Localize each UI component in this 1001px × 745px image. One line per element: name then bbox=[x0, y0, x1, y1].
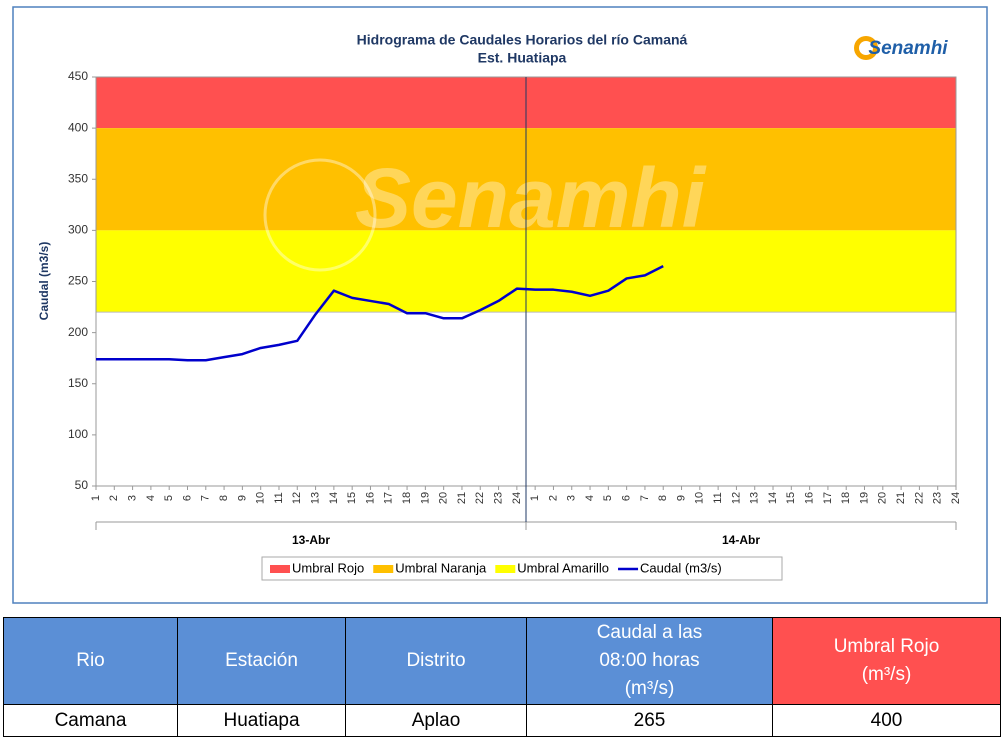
legend-swatch bbox=[270, 565, 290, 573]
x-tick-label: 21 bbox=[456, 492, 468, 504]
x-tick-label: 20 bbox=[877, 492, 889, 504]
data-row: Camana Huatiapa Aplao 265 400 bbox=[3, 704, 1001, 737]
x-tick-label: 14 bbox=[767, 492, 779, 504]
x-tick-label: 12 bbox=[730, 492, 742, 504]
header-cell: Estación bbox=[177, 617, 346, 705]
y-tick-label: 50 bbox=[75, 478, 89, 492]
data-cell: 265 bbox=[526, 704, 773, 737]
legend-swatch bbox=[495, 565, 516, 573]
legend-label: Umbral Naranja bbox=[395, 560, 487, 575]
x-tick-label: 21 bbox=[895, 492, 907, 504]
y-tick-label: 250 bbox=[68, 274, 88, 288]
data-cell: Huatiapa bbox=[177, 704, 346, 737]
x-tick-label: 22 bbox=[913, 492, 925, 504]
y-tick-label: 100 bbox=[68, 427, 88, 441]
y-axis-title: Caudal (m3/s) bbox=[37, 242, 51, 321]
x-tick-label: 12 bbox=[291, 492, 303, 504]
x-tick-label: 11 bbox=[273, 492, 285, 503]
x-tick-label: 8 bbox=[218, 495, 230, 501]
header-cell: Rio bbox=[3, 617, 178, 705]
x-tick-label: 17 bbox=[822, 492, 834, 504]
x-tick-label: 6 bbox=[621, 495, 633, 501]
x-tick-label: 9 bbox=[675, 495, 687, 501]
x-tick-label: 15 bbox=[785, 492, 797, 504]
header-cell: Distrito bbox=[345, 617, 527, 705]
x-tick-label: 5 bbox=[602, 495, 614, 501]
x-tick-label: 2 bbox=[108, 495, 120, 501]
x-tick-label: 9 bbox=[236, 495, 248, 501]
x-tick-label: 18 bbox=[840, 492, 852, 504]
x-tick-label: 3 bbox=[127, 495, 139, 501]
x-tick-label: 7 bbox=[200, 495, 212, 501]
x-tick-label: 1 bbox=[90, 495, 102, 501]
x-tick-label: 16 bbox=[364, 492, 376, 504]
x-tick-label: 5 bbox=[163, 495, 175, 501]
y-tick-label: 300 bbox=[68, 223, 88, 237]
header-cell: Umbral Rojo (m³/s) bbox=[772, 617, 1001, 705]
group-label: 13-Abr bbox=[292, 533, 330, 547]
watermark: Senamhi bbox=[355, 151, 707, 245]
logo-text: Senamhi bbox=[868, 38, 948, 59]
x-tick-label: 23 bbox=[932, 492, 944, 504]
x-tick-label: 4 bbox=[584, 495, 596, 501]
data-cell: Aplao bbox=[345, 704, 527, 737]
x-tick-label: 8 bbox=[657, 495, 669, 501]
y-tick-label: 350 bbox=[68, 171, 88, 185]
x-tick-label: 23 bbox=[492, 492, 504, 504]
chart: Hidrograma de Caudales Horarios del río … bbox=[12, 6, 988, 604]
x-tick-label: 19 bbox=[419, 492, 431, 504]
x-tick-label: 10 bbox=[694, 492, 706, 504]
legend-swatch bbox=[373, 565, 394, 573]
header-row: Rio Estación Distrito Caudal a las 08:00 ho… bbox=[3, 617, 1001, 705]
x-tick-label: 22 bbox=[474, 492, 486, 504]
y-tick-label: 200 bbox=[68, 325, 88, 339]
y-tick-label: 150 bbox=[68, 376, 88, 390]
y-tick-label: 400 bbox=[68, 120, 88, 134]
x-tick-label: 4 bbox=[145, 495, 157, 501]
chart-title: Hidrograma de Caudales Horarios del río … bbox=[357, 32, 688, 48]
header-cell: Caudal a las 08:00 horas (m³/s) bbox=[526, 617, 773, 705]
x-tick-label: 6 bbox=[181, 495, 193, 501]
x-tick-label: 13 bbox=[749, 492, 761, 504]
x-tick-label: 14 bbox=[328, 492, 340, 504]
x-tick-label: 15 bbox=[346, 492, 358, 504]
logo-sun bbox=[854, 36, 878, 60]
x-tick-label: 7 bbox=[639, 495, 651, 501]
watermark-sun bbox=[263, 158, 377, 272]
y-tick-label: 450 bbox=[68, 69, 88, 83]
x-tick-label: 10 bbox=[255, 492, 267, 504]
x-tick-label: 3 bbox=[566, 495, 578, 501]
chart-subtitle: Est. Huatiapa bbox=[478, 50, 567, 66]
data-cell: Camana bbox=[3, 704, 178, 737]
x-tick-label: 18 bbox=[401, 492, 413, 504]
group-label: 14-Abr bbox=[722, 533, 760, 547]
data-cell: 400 bbox=[772, 704, 1001, 737]
x-tick-label: 24 bbox=[950, 492, 962, 504]
x-tick-label: 13 bbox=[309, 492, 321, 504]
x-tick-label: 1 bbox=[529, 495, 541, 501]
x-tick-label: 2 bbox=[547, 495, 559, 501]
legend: Umbral Rojo Umbral Naranja Umbral Amarillo… bbox=[261, 556, 783, 581]
data-line bbox=[96, 265, 664, 362]
summary-table: Rio Estación Distrito Caudal a las 08:00 ho… bbox=[3, 617, 1001, 737]
x-tick-label: 16 bbox=[804, 492, 816, 504]
legend-box bbox=[261, 556, 783, 581]
x-tick-label: 19 bbox=[858, 492, 870, 504]
legend-label: Umbral Amarillo bbox=[517, 560, 609, 575]
legend-label: Umbral Rojo bbox=[292, 560, 364, 575]
x-tick-label: 17 bbox=[383, 492, 395, 504]
x-tick-label: 20 bbox=[438, 492, 450, 504]
legend-label: Caudal (m3/s) bbox=[640, 560, 722, 575]
x-tick-label: 24 bbox=[511, 492, 523, 504]
x-tick-label: 11 bbox=[712, 492, 724, 503]
